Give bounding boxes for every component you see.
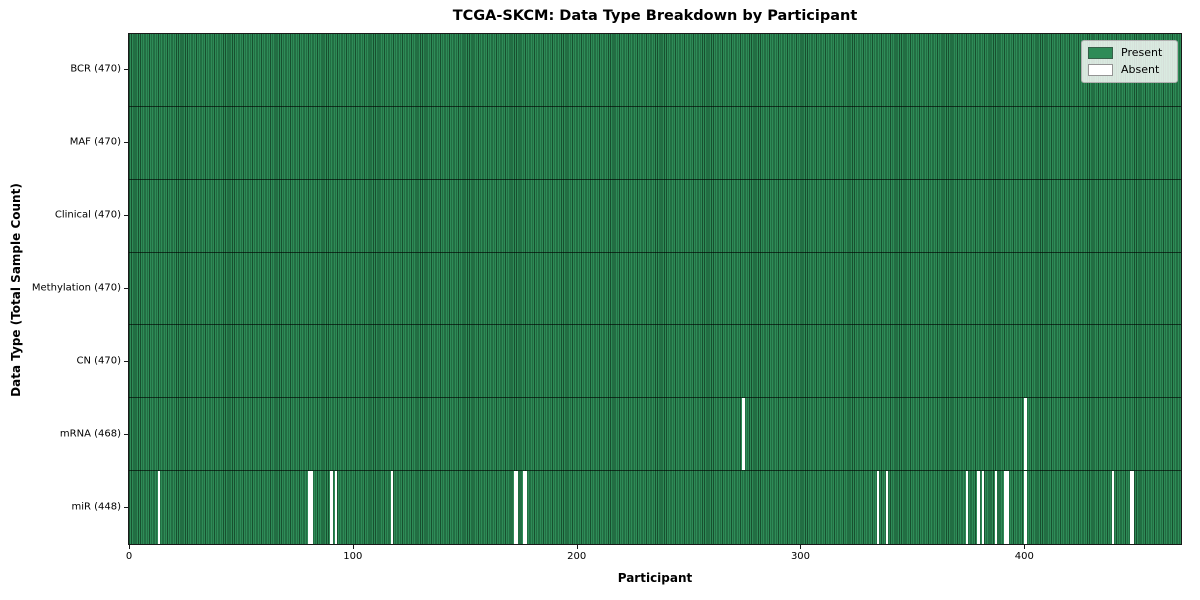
y-tick-mark <box>124 360 128 362</box>
x-tick-label: 300 <box>790 551 811 562</box>
absent-stripe <box>513 471 517 544</box>
x-tick-label: 100 <box>343 551 363 562</box>
absent-stripe <box>742 398 745 471</box>
absent-stripe <box>308 471 311 544</box>
absent-stripe <box>1024 471 1027 544</box>
x-tick-label: 400 <box>1014 551 1034 562</box>
legend: Present Absent <box>1081 40 1178 83</box>
absent-stripe <box>522 471 526 544</box>
y-tick-label: miR (448) <box>71 501 121 513</box>
absent-stripe <box>981 471 985 544</box>
y-tick-label: Clinical (470) <box>54 209 121 221</box>
absent-stripe <box>525 471 528 544</box>
heatmap-row-bcr <box>129 34 1181 107</box>
absent-stripe <box>1024 398 1027 471</box>
absent-stripe <box>310 471 313 544</box>
x-tick-label: 200 <box>567 551 587 562</box>
heatmap-row-maf <box>129 106 1181 180</box>
heatmap-row-mrna <box>129 398 1181 472</box>
absent-stripe <box>1129 471 1132 544</box>
absent-stripe <box>966 471 969 544</box>
y-axis: BCR (470) MAF (470) Clinical (470) Methylat… <box>0 33 121 545</box>
x-tick-mark <box>576 545 578 549</box>
x-tick-mark <box>352 545 354 549</box>
y-tick-label: CN (470) <box>76 355 121 367</box>
y-tick-mark <box>124 433 128 435</box>
x-tick-mark <box>129 545 130 549</box>
absent-stripe <box>516 471 519 544</box>
legend-item-absent: Absent <box>1088 64 1170 76</box>
heatmap-row-mir <box>129 471 1181 544</box>
absent-swatch <box>1088 64 1113 76</box>
heatmap-row-clinical <box>129 179 1181 253</box>
y-tick-mark <box>124 288 128 289</box>
legend-label-absent: Absent <box>1121 63 1160 76</box>
chart-title: TCGA-SKCM: Data Type Breakdown by Partic… <box>452 8 858 24</box>
absent-stripe <box>390 471 394 544</box>
y-tick-label: mRNA (468) <box>59 428 121 440</box>
absent-stripe <box>1131 471 1134 544</box>
absent-stripe <box>330 471 333 544</box>
absent-stripe <box>334 471 338 544</box>
y-tick-mark <box>124 142 128 144</box>
absent-stripe <box>1004 471 1007 544</box>
plot-area <box>128 33 1182 545</box>
legend-item-present: Present <box>1088 47 1170 59</box>
x-tick-mark <box>800 545 802 549</box>
present-swatch <box>1088 47 1113 59</box>
y-tick-label: MAF (470) <box>69 136 121 148</box>
y-tick-mark <box>124 69 128 71</box>
absent-stripe <box>1006 471 1009 544</box>
absent-stripe <box>885 471 888 544</box>
absent-stripe <box>876 471 879 544</box>
heatmap-row-methylation <box>129 252 1181 326</box>
legend-label-present: Present <box>1121 46 1163 59</box>
y-tick-mark <box>124 215 128 217</box>
absent-stripe <box>158 471 161 544</box>
absent-stripe <box>995 471 998 544</box>
x-tick-mark <box>1024 545 1026 549</box>
absent-stripe <box>1111 471 1114 544</box>
x-axis-label: Participant <box>617 571 693 585</box>
x-tick-label: 0 <box>125 551 133 562</box>
absent-stripe <box>977 471 980 544</box>
y-tick-label: BCR (470) <box>70 63 121 75</box>
heatmap-row-cn <box>129 325 1181 399</box>
y-tick-label: Methylation (470) <box>31 282 121 294</box>
y-tick-mark <box>124 506 128 508</box>
